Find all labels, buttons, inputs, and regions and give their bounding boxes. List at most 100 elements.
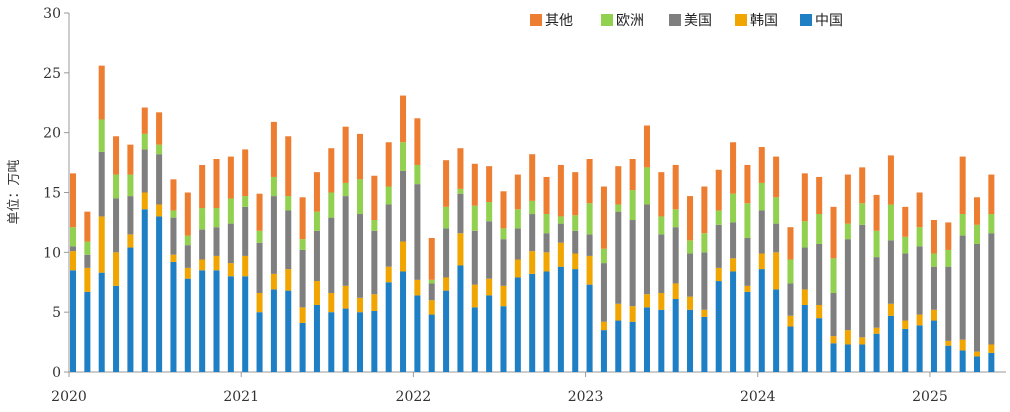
bar-segment bbox=[787, 227, 794, 260]
legend-item: 韩国 bbox=[735, 13, 778, 29]
bar-segment bbox=[184, 245, 191, 268]
bar-segment bbox=[572, 269, 579, 372]
bar-segment bbox=[486, 202, 493, 222]
bar-segment bbox=[400, 170, 407, 242]
bar-segment bbox=[428, 300, 435, 315]
bar-segment bbox=[758, 210, 765, 254]
bar-segment bbox=[930, 253, 937, 267]
bar-segment bbox=[313, 304, 320, 372]
x-tick-label: 2020 bbox=[51, 389, 87, 405]
y-tick-label: 0 bbox=[52, 365, 61, 381]
bar-segment bbox=[988, 214, 995, 234]
bar-segment bbox=[887, 303, 894, 316]
bar-segment bbox=[270, 196, 277, 274]
bar-segment bbox=[801, 173, 808, 222]
bar-segment bbox=[844, 223, 851, 240]
y-tick-label: 15 bbox=[43, 186, 61, 202]
bar-segment bbox=[730, 193, 737, 223]
bar-segment bbox=[600, 186, 607, 249]
x-tick-label: 2022 bbox=[396, 389, 432, 405]
bar-segment bbox=[113, 174, 120, 199]
bar-segment bbox=[400, 271, 407, 372]
bar-segment bbox=[141, 107, 148, 134]
bar-segment bbox=[529, 200, 536, 215]
bar-segment bbox=[715, 281, 722, 372]
legend-label: 韩国 bbox=[750, 13, 778, 29]
bar-segment bbox=[672, 299, 679, 372]
bar-segment bbox=[227, 223, 234, 264]
bar-segment bbox=[773, 223, 780, 253]
bar-segment bbox=[557, 242, 564, 267]
y-tick-label: 10 bbox=[43, 245, 61, 261]
bar-segment bbox=[930, 220, 937, 254]
bar-segment bbox=[701, 233, 708, 253]
bar-segment bbox=[730, 258, 737, 272]
bar-segment bbox=[615, 204, 622, 212]
bar-segment bbox=[887, 240, 894, 304]
bar-segment bbox=[873, 327, 880, 334]
bar-segment bbox=[801, 247, 808, 290]
bar-segment bbox=[414, 118, 421, 165]
bar-segment bbox=[328, 293, 335, 313]
bar-segment bbox=[701, 309, 708, 317]
bar-segment bbox=[916, 325, 923, 372]
bar-segment bbox=[586, 158, 593, 204]
bar-segment bbox=[443, 228, 450, 278]
bar-segment bbox=[127, 144, 134, 175]
bar-segment bbox=[615, 303, 622, 321]
bar-segment bbox=[199, 229, 206, 260]
bar-segment bbox=[428, 283, 435, 301]
bar-segment bbox=[730, 142, 737, 194]
bar-segment bbox=[457, 233, 464, 266]
bar-segment bbox=[643, 125, 650, 168]
bar-segment bbox=[371, 220, 378, 231]
bar-segment bbox=[629, 190, 636, 221]
bar-segment bbox=[199, 259, 206, 271]
bar-segment bbox=[457, 265, 464, 372]
bar-segment bbox=[758, 147, 765, 183]
bar-segment bbox=[457, 188, 464, 194]
bar-segment bbox=[873, 230, 880, 258]
bar-segment bbox=[256, 193, 263, 231]
bar-segment bbox=[156, 144, 163, 155]
bar-segment bbox=[830, 343, 837, 372]
bar-segment bbox=[629, 220, 636, 307]
bar-segment bbox=[959, 350, 966, 372]
bar-segment bbox=[658, 216, 665, 235]
bar-segment bbox=[715, 210, 722, 225]
bar-segment bbox=[557, 223, 564, 243]
bar-segment bbox=[342, 182, 349, 197]
bar-segment bbox=[156, 154, 163, 205]
bar-segment bbox=[385, 142, 392, 187]
bar-segment bbox=[457, 148, 464, 189]
bar-segment bbox=[687, 240, 694, 254]
bar-segment bbox=[256, 230, 263, 243]
x-tick-label: 2023 bbox=[568, 389, 604, 405]
bar-segment bbox=[629, 321, 636, 372]
bar-segment bbox=[758, 182, 765, 211]
bar-segment bbox=[342, 126, 349, 183]
bar-segment bbox=[859, 344, 866, 372]
bar-segment bbox=[672, 227, 679, 284]
bar-segment bbox=[572, 253, 579, 270]
bar-segment bbox=[371, 230, 378, 295]
bar-segment bbox=[443, 206, 450, 229]
legend-item: 其他 bbox=[530, 13, 573, 29]
bar-segment bbox=[356, 297, 364, 313]
bar-segment bbox=[988, 344, 995, 353]
bar-segment bbox=[170, 210, 177, 218]
bar-segment bbox=[285, 290, 292, 372]
bar-segment bbox=[973, 224, 981, 244]
bar-segment bbox=[859, 167, 866, 204]
bar-segment bbox=[916, 246, 923, 315]
bar-segment bbox=[873, 257, 880, 328]
bar-segment bbox=[557, 164, 564, 217]
bar-segment bbox=[342, 196, 349, 286]
bar-segment bbox=[299, 322, 306, 372]
bar-segment bbox=[256, 312, 263, 372]
bar-segment bbox=[916, 192, 923, 228]
bar-segment bbox=[98, 272, 105, 372]
bar-segment bbox=[400, 142, 407, 171]
bar-segment bbox=[285, 136, 292, 197]
